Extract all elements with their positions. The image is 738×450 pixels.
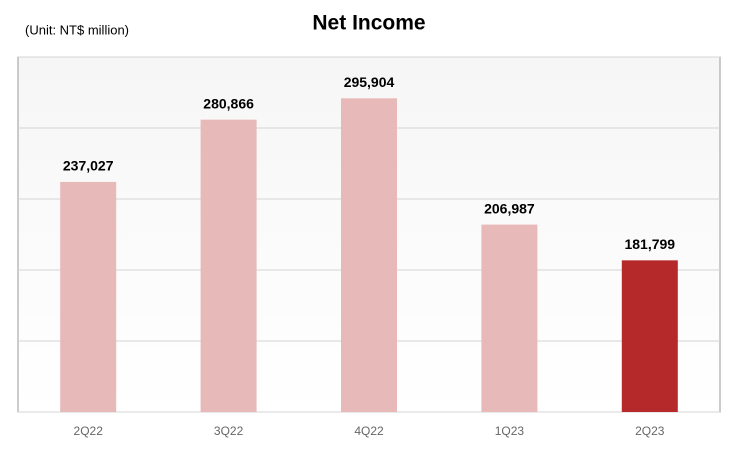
value-label: 206,987 bbox=[484, 200, 535, 216]
x-tick-label: 2Q23 bbox=[635, 424, 665, 438]
value-label: 181,799 bbox=[624, 236, 675, 252]
x-tick-label: 4Q22 bbox=[354, 424, 384, 438]
bar bbox=[200, 119, 257, 412]
bar bbox=[341, 98, 397, 413]
value-label: 237,027 bbox=[63, 158, 114, 174]
x-tick-label: 1Q23 bbox=[495, 424, 525, 438]
value-label: 280,866 bbox=[203, 95, 254, 111]
bar bbox=[60, 181, 117, 412]
x-tick-label: 3Q22 bbox=[214, 424, 244, 438]
value-label: 295,904 bbox=[344, 74, 395, 90]
unit-label: (Unit: NT$ million) bbox=[25, 22, 129, 37]
chart-title: Net Income bbox=[312, 12, 425, 35]
bar bbox=[621, 260, 678, 412]
bar bbox=[481, 224, 538, 412]
x-tick-label: 2Q22 bbox=[74, 424, 104, 438]
